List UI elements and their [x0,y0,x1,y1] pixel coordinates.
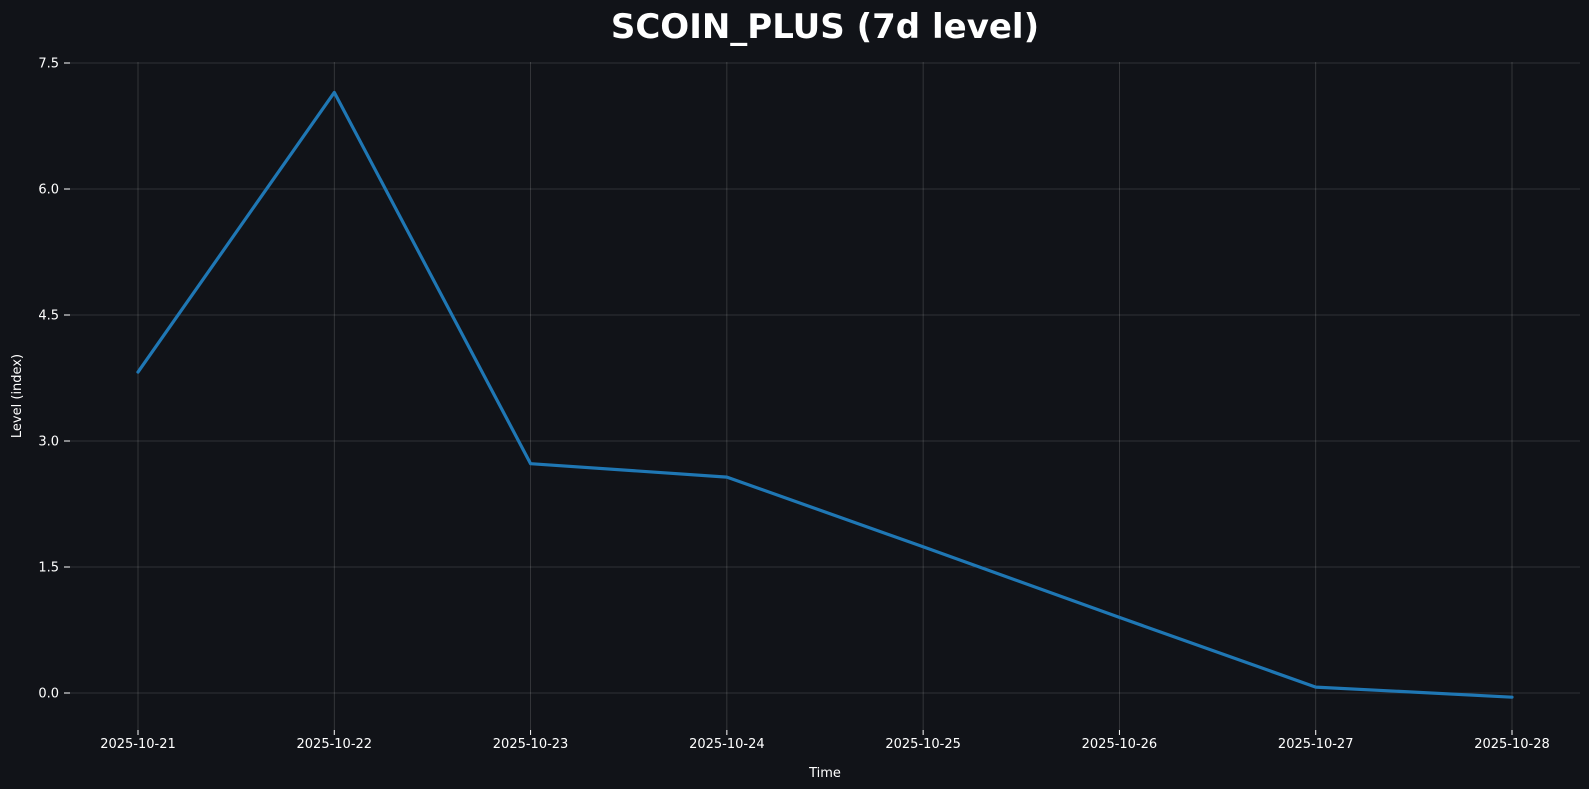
data-point [725,475,729,479]
y-tick-label: 1.5 [38,561,59,576]
x-tick-label: 2025-10-21 [100,737,176,752]
x-tick-label: 2025-10-24 [689,737,765,752]
x-tick-label: 2025-10-25 [885,737,961,752]
y-tick-label: 0.0 [38,687,59,702]
data-point [1314,685,1318,689]
data-point [529,462,533,466]
y-tick-label: 6.0 [38,183,59,198]
chart-title: SCOIN_PLUS (7d level) [611,7,1039,47]
x-tick-label: 2025-10-22 [297,737,373,752]
y-tick-label: 3.0 [38,435,59,450]
grid [70,62,1580,730]
y-axis: 0.0 1.5 3.0 4.5 6.0 7.5 [38,57,70,702]
data-point [921,545,925,549]
x-tick-label: 2025-10-23 [493,737,569,752]
x-axis-label: Time [808,766,841,781]
y-tick-label: 7.5 [38,57,59,72]
data-point [1117,615,1121,619]
y-axis-label: Level (index) [10,354,25,438]
x-tick-label: 2025-10-28 [1474,737,1550,752]
x-axis: 2025-10-21 2025-10-22 2025-10-23 2025-10-24… [100,730,1550,752]
data-point [136,370,140,374]
data-point [332,90,336,94]
y-tick-label: 4.5 [38,309,59,324]
series-line [136,90,1514,699]
series-layer [136,90,1514,699]
x-tick-label: 2025-10-26 [1082,737,1158,752]
data-point [1510,695,1514,699]
x-tick-label: 2025-10-27 [1278,737,1354,752]
